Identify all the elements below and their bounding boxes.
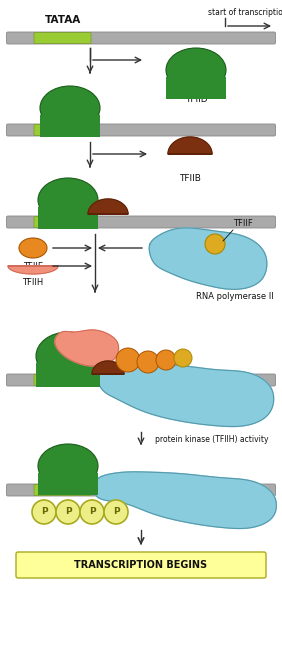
Ellipse shape: [19, 238, 47, 258]
Polygon shape: [88, 199, 128, 214]
FancyBboxPatch shape: [6, 216, 276, 228]
Circle shape: [156, 350, 176, 370]
Circle shape: [137, 351, 159, 373]
Text: RNA polymerase II: RNA polymerase II: [196, 292, 274, 301]
FancyBboxPatch shape: [34, 484, 91, 495]
Text: P: P: [113, 507, 119, 516]
Ellipse shape: [38, 178, 98, 222]
Bar: [40, 114, 100, 137]
Circle shape: [104, 500, 128, 524]
Bar: [36, 363, 100, 387]
Text: TATAA: TATAA: [45, 15, 81, 25]
FancyBboxPatch shape: [6, 374, 276, 386]
Text: P: P: [41, 507, 47, 516]
FancyBboxPatch shape: [6, 124, 276, 136]
Polygon shape: [55, 330, 118, 366]
Text: TFIIH: TFIIH: [22, 278, 44, 287]
Text: TFIIF: TFIIF: [233, 219, 253, 228]
Bar: [38, 472, 98, 495]
Text: P: P: [65, 507, 71, 516]
Text: protein kinase (TFIIH) activity: protein kinase (TFIIH) activity: [155, 436, 268, 445]
Text: start of transcription: start of transcription: [208, 8, 282, 17]
FancyBboxPatch shape: [6, 484, 276, 496]
Ellipse shape: [166, 48, 226, 92]
FancyBboxPatch shape: [34, 124, 91, 135]
Circle shape: [32, 500, 56, 524]
Circle shape: [56, 500, 80, 524]
Circle shape: [174, 349, 192, 367]
Text: TFIIB: TFIIB: [179, 174, 201, 183]
Polygon shape: [149, 228, 267, 289]
Polygon shape: [92, 361, 124, 374]
Bar: [166, 77, 226, 99]
Bar: [38, 206, 98, 229]
FancyBboxPatch shape: [34, 217, 91, 227]
Ellipse shape: [40, 86, 100, 130]
FancyBboxPatch shape: [34, 32, 91, 43]
Text: TFIID: TFIID: [185, 95, 207, 104]
Polygon shape: [99, 364, 274, 426]
FancyBboxPatch shape: [16, 552, 266, 578]
Circle shape: [205, 234, 225, 254]
Polygon shape: [94, 472, 276, 528]
Ellipse shape: [38, 444, 98, 488]
Circle shape: [80, 500, 104, 524]
FancyBboxPatch shape: [6, 32, 276, 44]
Text: TRANSCRIPTION BEGINS: TRANSCRIPTION BEGINS: [74, 560, 208, 570]
Text: P: P: [89, 507, 95, 516]
FancyBboxPatch shape: [34, 374, 91, 386]
Polygon shape: [168, 137, 212, 154]
Ellipse shape: [36, 332, 100, 380]
Circle shape: [116, 348, 140, 372]
Polygon shape: [8, 266, 58, 274]
Text: TFIIE: TFIIE: [23, 262, 43, 271]
